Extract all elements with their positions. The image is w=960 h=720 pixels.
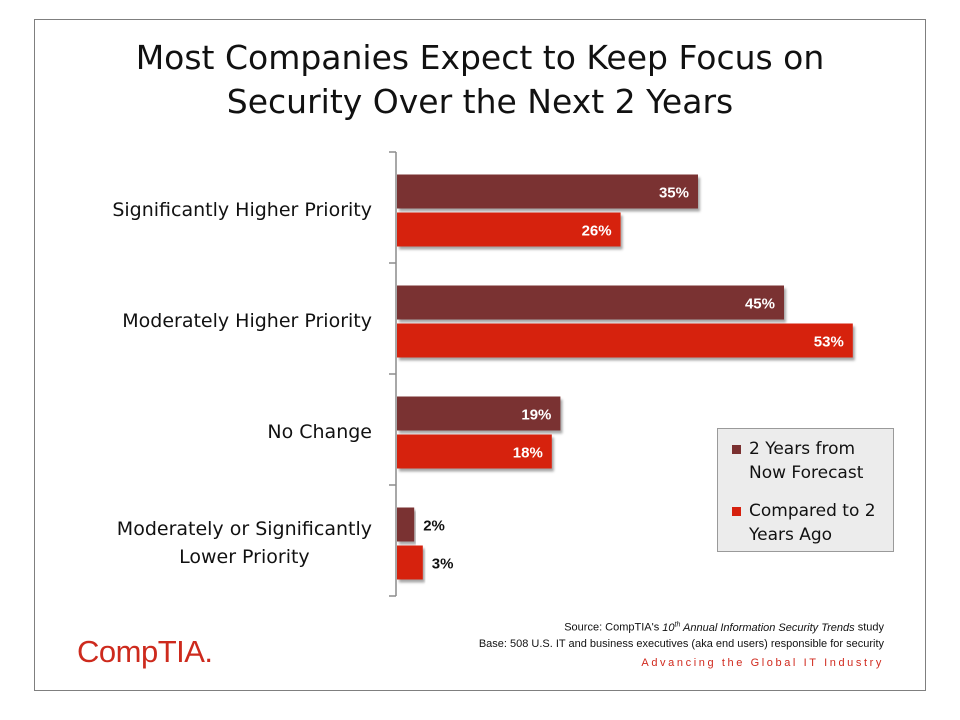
- source-prefix: Source: CompTIA's: [564, 621, 663, 634]
- base-note: Base: 508 U.S. IT and business executive…: [478, 638, 884, 650]
- bar-forecast-3: [397, 507, 415, 542]
- data-label-forecast-1: 45%: [745, 296, 775, 313]
- data-label-forecast-2: 19%: [521, 407, 551, 424]
- legend-swatch-past: [732, 507, 741, 516]
- category-label-3-line-1: Lower Priority: [179, 545, 310, 568]
- legend-label-forecast-line-2: Now Forecast: [749, 463, 864, 483]
- source-ordinal-suffix: th: [674, 621, 681, 628]
- category-label-3: Moderately or Significantly Lower Priorit…: [117, 515, 372, 571]
- bar-past-1: [397, 323, 853, 358]
- legend-swatch-forecast: [732, 445, 741, 454]
- tagline: Advancing the Global IT Industry: [641, 657, 884, 669]
- bars-group: 35% 26% 45% 53% 19% 18% 2% 3%: [397, 174, 853, 580]
- legend-label-forecast: 2 Years from Now Forecast: [749, 437, 899, 485]
- legend-label-past: Compared to 2 Years Ago: [749, 499, 899, 547]
- data-label-forecast-0: 35%: [659, 185, 689, 202]
- source-note: Source: CompTIA's 10th Annual Informatio…: [564, 621, 884, 634]
- category-label-2-line-0: No Change: [267, 420, 372, 443]
- source-ordinal: 10: [662, 621, 675, 634]
- data-label-past-0: 26%: [582, 223, 612, 240]
- data-label-forecast-3: 2%: [423, 518, 445, 535]
- bar-forecast-1: [397, 285, 784, 320]
- category-axis: [389, 151, 397, 597]
- bar-forecast-2: [397, 396, 561, 431]
- category-label-0-line-0: Significantly Higher Priority: [112, 198, 372, 221]
- category-label-0: Significantly Higher Priority: [112, 196, 372, 224]
- chart-title-line-1: Most Companies Expect to Keep Focus on: [135, 38, 825, 77]
- chart-title: Most Companies Expect to Keep Focus on S…: [34, 36, 926, 124]
- data-label-past-3: 3%: [432, 556, 454, 573]
- bar-past-3: [397, 545, 423, 580]
- source-title: Annual Information Security Trends: [680, 621, 855, 634]
- category-label-2: No Change: [267, 418, 372, 446]
- bar-past-0: [397, 212, 621, 247]
- bar-past-2: [397, 434, 552, 469]
- legend-label-past-line-2: Years Ago: [749, 525, 833, 545]
- category-label-3-line-0: Moderately or Significantly: [116, 517, 372, 540]
- slide-frame: [34, 19, 926, 691]
- source-suffix: study: [854, 621, 884, 634]
- category-label-1: Moderately Higher Priority: [122, 307, 372, 335]
- category-label-1-line-0: Moderately Higher Priority: [122, 309, 372, 332]
- bar-forecast-0: [397, 174, 698, 209]
- data-label-past-1: 53%: [814, 334, 844, 351]
- chart-title-line-2: Security Over the Next 2 Years: [226, 82, 734, 121]
- legend-label-past-line-1: Compared to 2: [749, 501, 876, 521]
- data-label-past-2: 18%: [513, 445, 543, 462]
- legend-label-forecast-line-1: 2 Years from: [749, 439, 856, 459]
- legend: 2 Years from Now Forecast Compared to 2 …: [717, 428, 894, 552]
- comptia-logo: CompTIA.: [77, 634, 213, 669]
